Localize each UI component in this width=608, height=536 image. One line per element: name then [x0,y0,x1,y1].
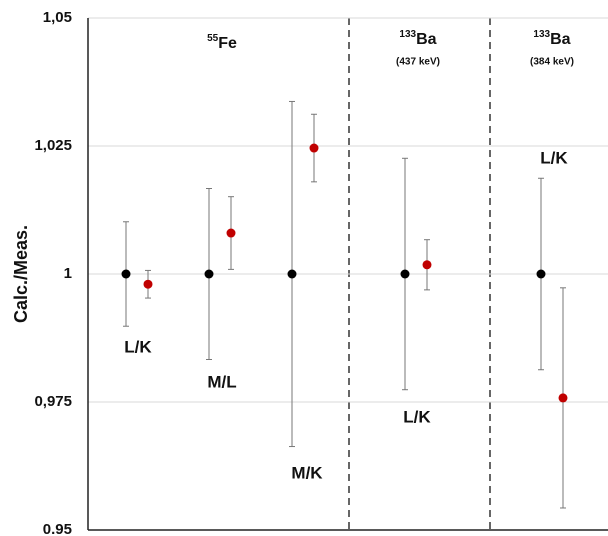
data-point [400,269,410,279]
category-label: L/K [124,337,152,356]
group-title: 55Fe [207,33,237,52]
isotope-mass: 133 [399,29,416,40]
y-tick-label: 0.95 [43,521,72,536]
data-point [204,269,214,279]
data-point [536,269,546,279]
data-point [143,279,153,289]
group-energy: (384 keV) [530,57,574,68]
data-point [422,260,432,270]
group-title: 133Ba [399,29,436,48]
isotope-mass: 133 [533,29,550,40]
isotope-element: Fe [218,35,237,52]
isotope-mass: 55 [207,33,219,44]
group-title: 133Ba [533,29,570,48]
isotope-element: Ba [550,31,571,48]
data-point [121,269,131,279]
category-label: L/K [540,148,568,167]
isotope-element: Ba [416,31,437,48]
y-tick-label: 1,05 [43,9,72,26]
y-tick-label: 0,975 [34,393,72,410]
data-point [287,269,297,279]
category-label: M/K [291,463,323,482]
category-label: M/L [207,372,236,391]
data-point [309,143,319,153]
data-point [558,393,568,403]
group-energy: (437 keV) [396,57,440,68]
y-tick-label: 1,025 [34,137,72,154]
y-tick-label: 1 [64,265,72,282]
y-axis-title: Calc./Meas. [11,225,31,323]
data-point [226,228,236,238]
category-label: L/K [403,407,431,426]
